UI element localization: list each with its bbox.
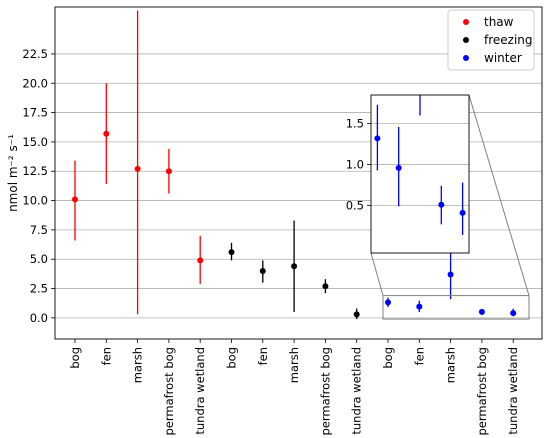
y-tick-label: 10.0 — [22, 194, 48, 208]
x-tick-label: fen — [412, 347, 426, 365]
thaw-point — [197, 257, 204, 264]
y-tick-label: 17.5 — [22, 106, 48, 120]
x-tick-label: fen — [99, 347, 113, 365]
y-tick-label: 15.0 — [22, 135, 48, 149]
x-tick-label: marsh — [131, 347, 145, 383]
winter-point — [447, 271, 454, 278]
legend: thaw freezing winter — [447, 9, 535, 71]
inset-data — [374, 95, 466, 235]
y-tick-label: 0.0 — [30, 311, 48, 325]
y-axis-label: nmol m⁻² s⁻¹ — [6, 134, 20, 212]
x-tick-label: tundra wetland — [193, 347, 207, 435]
winter-point — [510, 310, 517, 317]
legend-label-freezing: freezing — [484, 33, 533, 47]
inset-point — [374, 135, 381, 142]
inset-y-tick-label: 1.0 — [346, 158, 364, 172]
freezing-point — [353, 311, 360, 318]
inset-background — [371, 95, 469, 253]
inset-point — [395, 164, 402, 171]
zoom-connector-line — [370, 252, 384, 296]
freezing-point — [228, 249, 235, 256]
legend-marker-thaw — [463, 19, 469, 25]
thaw-point — [103, 130, 110, 137]
freezing-point — [322, 283, 329, 290]
y-tick-label: 7.5 — [30, 223, 48, 237]
x-tick-label: bog — [225, 347, 239, 369]
x-tick-label: marsh — [444, 347, 458, 383]
inset-plot: 0.5 1.0 1.5 — [346, 94, 470, 254]
x-tick-label: marsh — [287, 347, 301, 383]
freezing-point — [291, 263, 298, 270]
thaw-point — [165, 168, 172, 175]
x-tick-label: permafrost bog — [475, 347, 489, 436]
plot-frame — [54, 6, 543, 340]
y-tick-label: 2.5 — [30, 282, 48, 296]
y-tick-label: 20.0 — [22, 76, 48, 90]
x-tick-label: tundra wetland — [350, 347, 364, 435]
zoom-region-box — [382, 295, 530, 320]
zoom-connector-line — [468, 94, 530, 296]
inset-point — [438, 201, 445, 208]
x-tick-label: permafrost bog — [162, 347, 176, 436]
winter-point — [385, 299, 391, 306]
inset-y-tick-label: 1.5 — [346, 117, 364, 131]
x-tick-label: bog — [68, 347, 82, 369]
x-tick-label: tundra wetland — [506, 347, 520, 435]
thaw-point — [134, 165, 141, 172]
y-tick-label: 22.5 — [22, 47, 48, 61]
y-tick-label: 5.0 — [30, 252, 48, 266]
legend-marker-winter — [463, 55, 469, 61]
winter-point — [416, 303, 423, 310]
x-tick-label: bog — [381, 347, 395, 369]
freezing-point — [259, 267, 266, 274]
inset-y-tick-label: 0.5 — [346, 199, 364, 213]
legend-box — [447, 9, 535, 71]
x-tick-label: fen — [256, 347, 270, 365]
x-tick-label: permafrost bog — [318, 347, 332, 436]
legend-label-winter: winter — [484, 51, 522, 65]
legend-marker-freezing — [463, 37, 469, 43]
legend-label-thaw: thaw — [484, 15, 514, 29]
winter-point — [478, 308, 485, 315]
inset-frame — [370, 94, 470, 254]
thaw-point — [72, 196, 78, 203]
y-tick-label: 12.5 — [22, 164, 48, 178]
inset-point — [459, 209, 466, 216]
